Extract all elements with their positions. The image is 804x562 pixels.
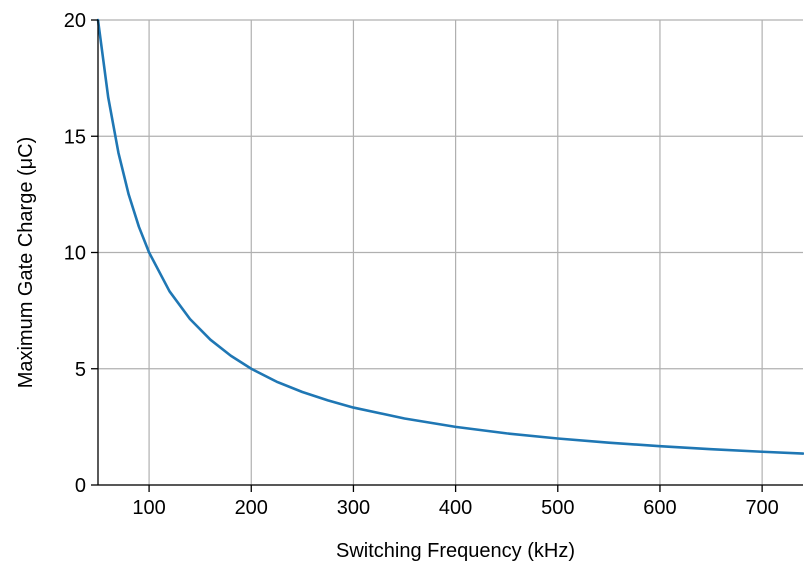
- y-grid-lines: [98, 20, 803, 485]
- y-tick-label: 0: [75, 475, 86, 497]
- y-tick-label: 20: [64, 10, 86, 32]
- x-tick-label: 100: [132, 497, 165, 519]
- x-tick-label: 400: [439, 497, 472, 519]
- y-ticks: 0 5 10 15 20: [64, 10, 98, 497]
- series-layer: [98, 20, 803, 454]
- x-tick-label: 700: [745, 497, 778, 519]
- y-tick-label: 15: [64, 126, 86, 148]
- x-tick-label: 200: [235, 497, 268, 519]
- x-tick-label: 600: [643, 497, 676, 519]
- series-line: [98, 20, 803, 454]
- x-tick-label: 500: [541, 497, 574, 519]
- y-tick-label: 10: [64, 243, 86, 265]
- x-tick-label: 300: [337, 497, 370, 519]
- x-axis-label: Switching Frequency (kHz): [336, 540, 575, 562]
- y-tick-label: 5: [75, 359, 86, 381]
- y-axis-label: Maximum Gate Charge (μC): [15, 137, 37, 389]
- x-ticks: 100 200 300 400 500 600 700: [132, 485, 778, 519]
